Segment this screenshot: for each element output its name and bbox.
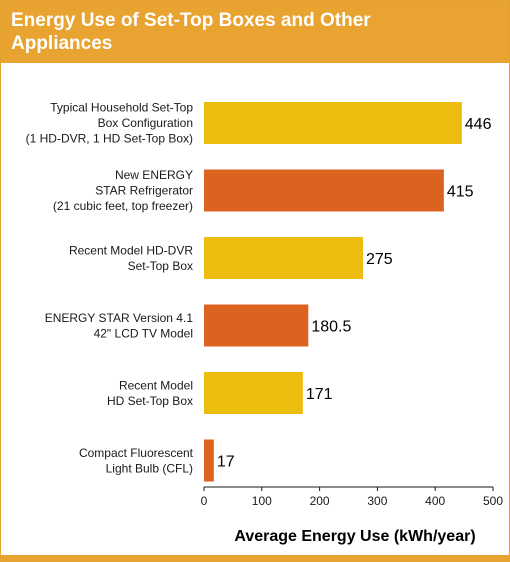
title-bar: Energy Use of Set-Top Boxes and Other Ap… — [1, 1, 509, 63]
x-tick-label-5: 500 — [483, 494, 503, 508]
category-label-0-0: Typical Household Set-Top — [50, 101, 193, 115]
bar-5 — [204, 439, 214, 482]
x-tick-label-3: 300 — [367, 494, 387, 508]
chart-title: Energy Use of Set-Top Boxes and Other Ap… — [11, 10, 371, 54]
value-label-3: 180.5 — [311, 319, 351, 336]
category-label-1-1: STAR Refrigerator — [95, 184, 193, 198]
value-label-5: 17 — [217, 454, 235, 471]
category-label-1-0: New ENERGY — [115, 168, 193, 182]
bar-3 — [204, 304, 309, 347]
x-tick-label-2: 200 — [310, 494, 330, 508]
bar-2 — [204, 237, 363, 279]
x-tick-label-0: 0 — [201, 494, 208, 508]
value-label-2: 275 — [366, 251, 393, 268]
x-tick-label-4: 400 — [425, 494, 445, 508]
category-label-1-2: (21 cubic feet, top freezer) — [53, 199, 193, 213]
x-tick-label-1: 100 — [252, 494, 272, 508]
category-label-0-1: Box Configuration — [98, 116, 193, 130]
value-label-1: 415 — [447, 184, 474, 201]
x-axis-title: Average Energy Use (kWh/year) — [234, 528, 475, 545]
value-label-0: 446 — [465, 116, 492, 133]
category-label-3-0: ENERGY STAR Version 4.1 — [45, 311, 194, 325]
category-label-4-1: HD Set-Top Box — [107, 394, 193, 408]
category-label-2-0: Recent Model HD-DVR — [69, 243, 193, 257]
bar-4 — [204, 372, 303, 414]
bar-1 — [204, 169, 444, 212]
category-label-5-1: Light Bulb (CFL) — [106, 461, 193, 475]
category-label-5-0: Compact Fluorescent — [79, 446, 194, 460]
bar-0 — [204, 102, 462, 144]
category-label-2-1: Set-Top Box — [128, 259, 193, 273]
category-label-4-0: Recent Model — [119, 378, 193, 392]
x-axis: 0 100 200 300 400 500 — [201, 486, 503, 508]
bottom-rule — [1, 555, 509, 561]
category-label-0-2: (1 HD-DVR, 1 HD Set-Top Box) — [26, 132, 193, 146]
value-label-4: 171 — [306, 386, 333, 403]
category-label-3-1: 42" LCD TV Model — [94, 326, 193, 340]
